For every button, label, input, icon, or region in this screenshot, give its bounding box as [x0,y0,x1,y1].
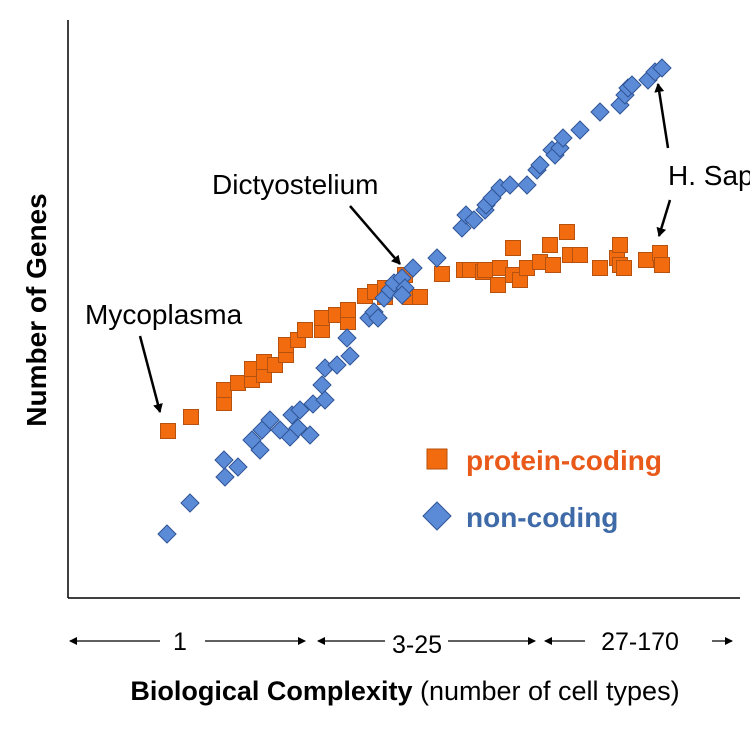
non-coding-point [622,75,642,95]
non-coding-point [590,102,610,122]
non-coding-point [228,457,248,477]
non-coding-point [403,258,423,278]
annotation-arrow-mycoplasma [138,335,163,413]
non-coding-point [288,418,308,438]
protein-coding-point [545,257,561,273]
protein-coding-point [297,322,313,338]
protein-coding-point [216,382,232,398]
non-coding-point [214,450,234,470]
non-coding-point [652,58,672,78]
non-coding-point [157,524,177,544]
x-axis-label: Biological Complexity (number of cell ty… [130,676,679,706]
non-coding-point [530,155,550,175]
non-coding-point [368,308,388,328]
x-range-label-2: 3-25 [392,631,442,659]
protein-coding-point [412,289,428,305]
protein-coding-point [559,224,575,240]
x-axis-label-bold: Biological Complexity [130,676,412,706]
non-coding-point [340,346,360,366]
non-coding-point [215,467,235,487]
x-range-label-3: 27-170 [601,628,679,656]
protein-coding-point [572,247,588,263]
protein-coding-point [477,262,493,278]
non-coding-point [260,410,280,430]
non-coding-point [312,375,332,395]
non-coding-point [427,248,447,268]
non-coding-point [517,175,537,195]
legend-marker-protein-coding [426,448,448,470]
x-range-label-1: 1 [173,628,187,656]
non-coding-point [270,420,290,440]
protein-coding-point [160,423,176,439]
non-coding-point [242,430,262,450]
protein-coding-point [592,260,608,276]
non-coding-point [290,400,310,420]
protein-coding-point [183,409,199,425]
annotation-arrow-dictyostelium [349,205,401,265]
protein-coding-point [616,260,632,276]
non-coding-point [300,425,320,445]
protein-coding-point [434,266,450,282]
legend-marker-non-coding [422,501,452,531]
x-axis-label-rest: (number of cell types) [412,676,679,706]
non-coding-point [500,175,520,195]
legend-label-non-coding: non-coding [466,502,618,533]
non-coding-point [337,328,357,348]
annotation-mycoplasma: Mycoplasma [85,299,243,330]
protein-coding-point [542,237,558,253]
non-coding-point [553,128,573,148]
protein-coding-point [230,375,246,391]
annotation-h-sapiens: H. Sapiens [668,160,750,191]
legend-label-protein-coding: protein-coding [466,445,662,476]
non-coding-point [392,285,412,305]
annotation-arrow-h-sapiens-noncoding [654,83,670,149]
non-coding-point [327,355,347,375]
protein-coding-point [340,302,356,318]
annotation-dictyostelium: Dictyostelium [212,169,378,200]
protein-coding-point [505,240,521,256]
y-axis-label: Number of Genes [21,193,52,426]
protein-coding-point [654,257,670,273]
annotation-arrow-h-sapiens-protein [656,199,672,237]
protein-coding-point [612,237,628,253]
protein-coding-point [314,310,330,326]
non-coding-point [180,493,200,513]
protein-coding-point [638,252,654,268]
non-coding-point [315,390,335,410]
protein-coding-point [490,277,506,293]
non-coding-point [464,210,484,230]
non-coding-point [570,120,590,140]
